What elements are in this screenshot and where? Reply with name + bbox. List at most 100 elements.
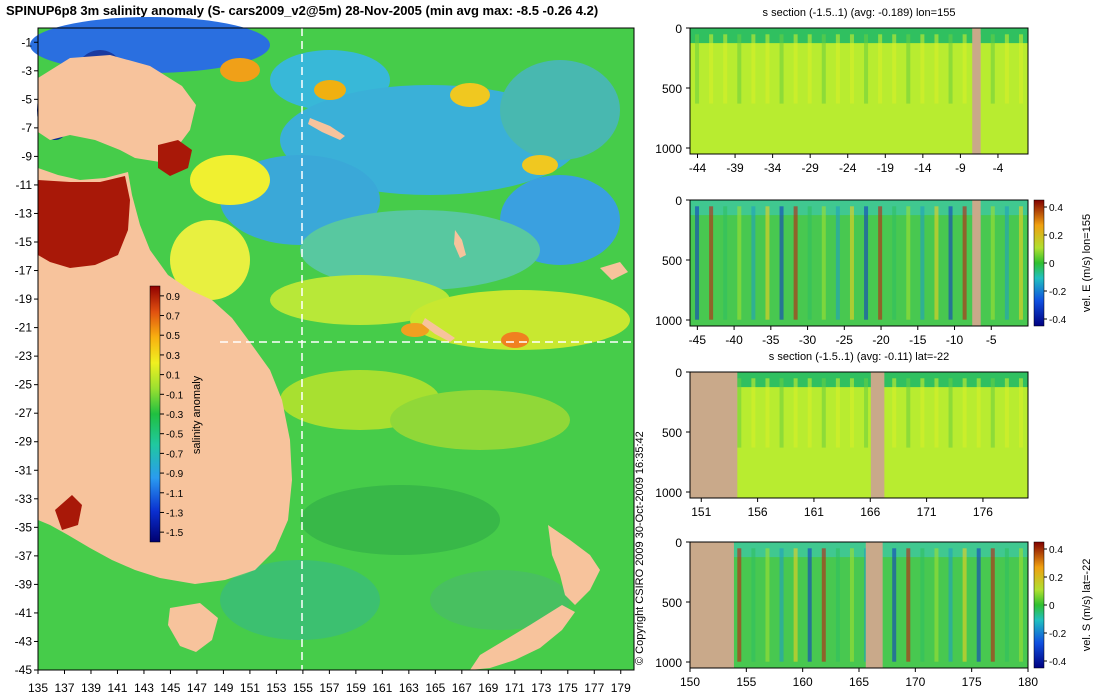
velocity-colorbar-label: vel. S (m/s) lat=-22	[1081, 559, 1093, 652]
section-surface-band	[690, 200, 1028, 216]
section-land-column	[972, 200, 981, 326]
section-xtick-label: -10	[946, 333, 964, 347]
map-xtick-label: 135	[28, 681, 48, 695]
section-surface-band	[690, 372, 1028, 388]
section-streak	[948, 206, 953, 320]
section-xtick-label: 180	[1018, 675, 1038, 689]
section-field	[690, 372, 1028, 498]
map-ytick-label: -29	[15, 435, 33, 449]
section-streak	[1018, 378, 1023, 448]
section-streak	[864, 34, 869, 104]
section-xtick-label: 170	[905, 675, 925, 689]
section-streak	[864, 378, 869, 448]
section-streak	[906, 34, 911, 104]
map-xtick-label: 157	[319, 681, 339, 695]
section-streak	[695, 206, 700, 320]
section-streak	[1018, 548, 1023, 662]
new-guinea-land	[38, 55, 196, 162]
map-xtick-label: 173	[531, 681, 551, 695]
section-xtick-label: 155	[736, 675, 756, 689]
section-streak	[934, 378, 939, 448]
map-ytick-label: -1	[21, 35, 32, 49]
section-ytick-label: 1000	[655, 142, 682, 156]
section-ytick-label: 0	[675, 536, 682, 550]
section-land-column	[690, 372, 738, 498]
map-panel: 135 137 139 141 143 145 147 149 151 153 155 157 159 1…	[15, 17, 635, 695]
salinity-colorbar-tick-label: 0.5	[166, 331, 180, 342]
section-streak	[892, 378, 897, 448]
map-xtick-label: 143	[134, 681, 154, 695]
section-streak	[976, 378, 981, 448]
section-streak	[695, 34, 700, 104]
section-streak	[906, 378, 911, 448]
new-zealand-south-land	[470, 605, 575, 670]
section-ytick-label: 500	[662, 426, 682, 440]
map-ytick-label: -15	[15, 235, 33, 249]
section-streak	[779, 378, 784, 448]
section-streak	[779, 206, 784, 320]
map-xtick-label: 151	[240, 681, 260, 695]
section-streak	[976, 548, 981, 662]
section-streak	[892, 548, 897, 662]
map-ytick-label: -9	[21, 149, 32, 163]
salinity-colorbar-tick-label: -1.5	[166, 528, 184, 539]
section-xtick-label: -20	[872, 333, 890, 347]
section-xtick-label: 171	[917, 505, 937, 519]
section-ytick-label: 0	[675, 366, 682, 380]
section-xtick-label: -35	[762, 333, 780, 347]
section-streak	[723, 206, 728, 320]
map-ytick-label: -19	[15, 292, 33, 306]
section-streak	[849, 34, 854, 104]
map-xtick-label: 167	[452, 681, 472, 695]
section-streak	[779, 34, 784, 104]
map-xtick-label: 163	[399, 681, 419, 695]
section-streak	[934, 206, 939, 320]
section-streak	[793, 206, 798, 320]
section-streak	[892, 34, 897, 104]
map-xtick-label: 139	[81, 681, 101, 695]
new-caledonia-land	[422, 318, 455, 342]
section-panel-s-section-lon: s section (-1.5..1) (avg: -0.189) lon=15…	[655, 7, 1029, 175]
section-streak	[765, 378, 770, 448]
section-streak	[835, 378, 840, 448]
map-xtick-label: 171	[505, 681, 525, 695]
salinity-colorbar-tick-label: 0.1	[166, 371, 180, 382]
salinity-colorbar-tick-label: -1.1	[166, 489, 184, 500]
map-xtick-label: 149	[213, 681, 233, 695]
salinity-colorbar-tick-label: -1.3	[166, 508, 184, 519]
section-streak	[990, 206, 995, 320]
section-xtick-label: -39	[726, 161, 744, 175]
gulf-papua-anomaly	[158, 140, 192, 176]
section-xtick-label: -5	[986, 333, 997, 347]
salinity-colorbar-tick-label: -0.7	[166, 449, 184, 460]
salinity-colorbar-tick-label: 0.9	[166, 292, 180, 303]
map-xtick-label: 155	[293, 681, 313, 695]
section-xtick-label: -25	[836, 333, 854, 347]
section-land-column	[865, 542, 883, 668]
map-xtick-label: 145	[160, 681, 180, 695]
map-ytick-label: -21	[15, 321, 33, 335]
vanuatu-land	[454, 230, 466, 258]
map-xtick-label: 169	[478, 681, 498, 695]
map-xtick-label: 175	[558, 681, 578, 695]
map-ytick-label: -17	[15, 264, 33, 278]
section-streak	[807, 548, 812, 662]
section-streak	[1018, 206, 1023, 320]
map-ytick-label: -25	[15, 378, 33, 392]
section-land-column	[972, 28, 981, 154]
section-frame	[689, 371, 1029, 499]
section-field	[690, 200, 1028, 326]
section-xtick-label: 175	[962, 675, 982, 689]
section-panel-s-section-lat: s section (-1.5..1) (avg: -0.11) lat=-22…	[655, 351, 1029, 519]
section-xtick-label: 165	[849, 675, 869, 689]
map-ytick-label: -27	[15, 406, 33, 420]
section-streak	[1004, 206, 1009, 320]
section-streak	[906, 548, 911, 662]
salinity-colorbar-tick-label: -0.9	[166, 469, 184, 480]
section-xtick-label: -30	[799, 333, 817, 347]
section-ytick-label: 1000	[655, 314, 682, 328]
map-ytick-label: -35	[15, 520, 33, 534]
section-streak	[709, 206, 714, 320]
section-ytick-label: 0	[675, 194, 682, 208]
section-ytick-label: 1000	[655, 656, 682, 670]
